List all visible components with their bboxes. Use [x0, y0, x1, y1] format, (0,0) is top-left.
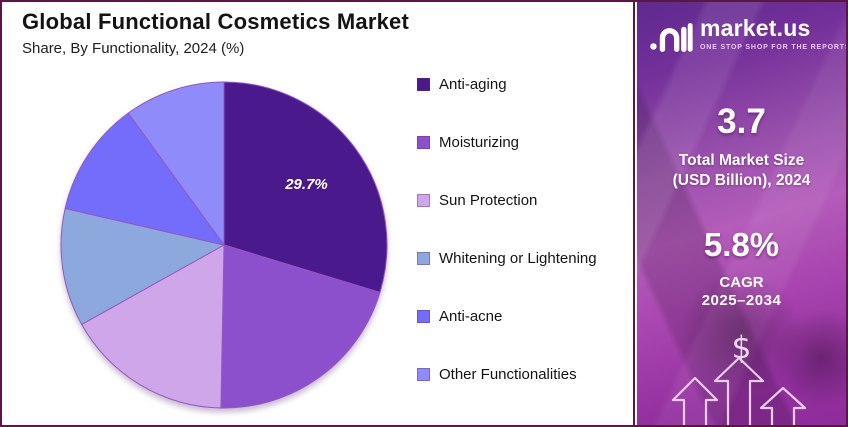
pie-slice-moisturizing [220, 244, 381, 409]
cagr-label: CAGR [719, 274, 764, 291]
page-title: Global Functional Cosmetics Market [22, 9, 409, 34]
legend-label: Anti-acne [439, 308, 503, 325]
page-subtitle: Share, By Functionality, 2024 (%) [22, 40, 245, 57]
brand-tagline: ONE STOP SHOP FOR THE REPORTS [700, 44, 846, 51]
legend-swatch [417, 368, 430, 381]
pie-slice-anti-aging [223, 81, 388, 294]
legend-label: Other Functionalities [439, 366, 577, 383]
legend-item-anti-aging: Anti-aging [417, 76, 632, 93]
legend-swatch [417, 136, 430, 149]
legend-label: Whitening or Lightening [439, 250, 597, 267]
pie-chart: 29.7% [60, 81, 388, 409]
legend-item-whitening-or-lightening: Whitening or Lightening [417, 250, 632, 267]
legend-label: Anti-aging [439, 76, 507, 93]
market-size-label-line1: Total Market Size [678, 152, 805, 169]
legend-item-other-functionalities: Other Functionalities [417, 366, 632, 383]
market-size-value: 3.7 [717, 102, 766, 141]
market-size-label-line2: (USD Billion), 2024 [672, 172, 811, 189]
brand-logo: market.us ONE STOP SHOP FOR THE REPORTS [648, 17, 846, 55]
legend-swatch [417, 310, 430, 323]
legend-item-anti-acne: Anti-acne [417, 308, 632, 325]
pie-data-label: 29.7% [284, 176, 328, 193]
pie-slice-sun-protection [80, 244, 225, 409]
legend-item-sun-protection: Sun Protection [417, 192, 632, 209]
legend-swatch [417, 194, 430, 207]
legend-swatch [417, 252, 430, 265]
legend-label: Moisturizing [439, 134, 520, 151]
cagr-period: 2025–2034 [701, 292, 782, 309]
legend-label: Sun Protection [439, 192, 538, 209]
growth-arrow-right [759, 386, 807, 425]
growth-arrows-icon [671, 356, 807, 425]
pie-slice-whitening-or-lightening [60, 207, 226, 326]
pie-slice-other-functionalities [127, 81, 225, 247]
legend-swatch [417, 78, 430, 91]
legend-item-moisturizing: Moisturizing [417, 134, 632, 151]
growth-arrow-left [671, 376, 719, 425]
panel-divider [633, 2, 635, 425]
growth-arrow-middle [713, 356, 765, 425]
brand-panel: market.us ONE STOP SHOP FOR THE REPORTS … [637, 2, 846, 425]
marketus-logo-icon [650, 23, 693, 52]
pie-slice-anti-acne [64, 112, 226, 246]
brand-name: market.us [700, 15, 811, 41]
cagr-value: 5.8% [703, 226, 780, 263]
legend: Anti-aging Moisturizing Sun Protection Whit… [417, 76, 632, 383]
market-size-label: Total Market Size (USD Billion), 2024 [637, 151, 846, 191]
dollar-icon: $ [731, 330, 752, 366]
